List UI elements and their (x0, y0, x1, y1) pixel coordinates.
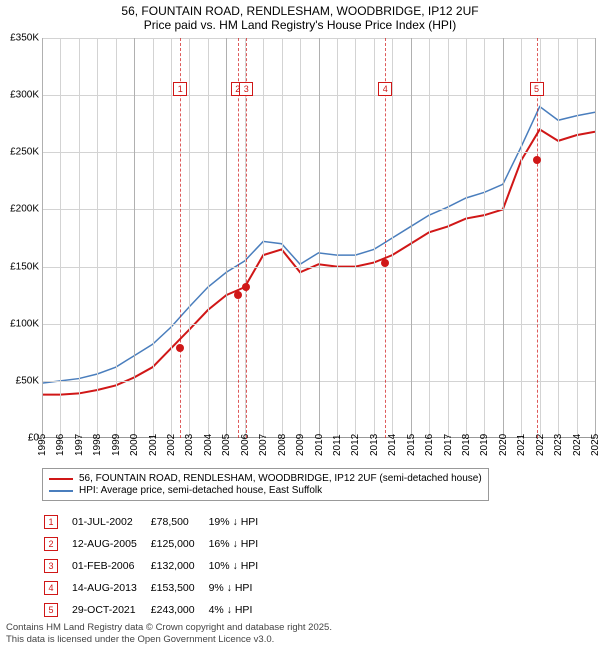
x-axis-label: 2025 (590, 434, 600, 456)
x-axis-label: 1999 (111, 434, 122, 456)
sale-price: £243,000 (151, 600, 207, 620)
x-axis-label: 2001 (148, 434, 159, 456)
sale-date: 01-FEB-2006 (72, 556, 149, 576)
x-axis-label: 2012 (350, 434, 361, 456)
sale-diff: 4% ↓ HPI (209, 600, 271, 620)
sale-marker (533, 156, 541, 164)
sale-marker (234, 291, 242, 299)
x-axis-label: 2024 (572, 434, 583, 456)
legend-swatch-blue (49, 490, 73, 492)
legend: 56, FOUNTAIN ROAD, RENDLESHAM, WOODBRIDG… (42, 468, 489, 501)
sale-price: £125,000 (151, 534, 207, 554)
sales-row: 3 01-FEB-2006£132,00010% ↓ HPI (44, 556, 270, 576)
x-axis-label: 1995 (37, 434, 48, 456)
y-axis-label: £100K (2, 318, 42, 329)
sales-row: 2 12-AUG-2005£125,00016% ↓ HPI (44, 534, 270, 554)
y-axis-label: £150K (2, 261, 42, 272)
x-axis-label: 2008 (277, 434, 288, 456)
sale-marker (176, 344, 184, 352)
x-axis-label: 2000 (129, 434, 140, 456)
sale-tag: 3 (44, 559, 58, 573)
sale-price: £78,500 (151, 512, 207, 532)
y-axis-label: £300K (2, 90, 42, 101)
x-axis-label: 2011 (332, 434, 343, 456)
x-axis-label: 2007 (258, 434, 269, 456)
x-axis-label: 2009 (295, 434, 306, 456)
sale-diff: 19% ↓ HPI (209, 512, 271, 532)
x-axis-label: 2018 (461, 434, 472, 456)
sale-date: 12-AUG-2005 (72, 534, 149, 554)
chart-title-2: Price paid vs. HM Land Registry's House … (0, 18, 600, 36)
sale-tag: 4 (44, 581, 58, 595)
event-tag: 5 (530, 82, 544, 96)
legend-swatch-red (49, 478, 73, 480)
x-axis-label: 2004 (203, 434, 214, 456)
event-tag: 4 (378, 82, 392, 96)
y-axis-label: £0 (2, 433, 42, 444)
sale-diff: 16% ↓ HPI (209, 534, 271, 554)
sale-tag: 5 (44, 603, 58, 617)
x-axis-label: 2020 (498, 434, 509, 456)
sale-date: 29-OCT-2021 (72, 600, 149, 620)
x-axis-label: 2019 (479, 434, 490, 456)
legend-label-red: 56, FOUNTAIN ROAD, RENDLESHAM, WOODBRIDG… (79, 473, 482, 484)
x-axis-label: 1997 (74, 434, 85, 456)
sale-marker (242, 283, 250, 291)
sales-row: 5 29-OCT-2021£243,0004% ↓ HPI (44, 600, 270, 620)
x-axis-label: 2021 (516, 434, 527, 456)
x-axis-label: 2010 (314, 434, 325, 456)
sale-date: 01-JUL-2002 (72, 512, 149, 532)
sale-tag: 2 (44, 537, 58, 551)
x-axis-label: 2023 (553, 434, 564, 456)
sale-tag: 1 (44, 515, 58, 529)
sale-price: £132,000 (151, 556, 207, 576)
x-axis-label: 2002 (166, 434, 177, 456)
footer-2: This data is licensed under the Open Gov… (6, 634, 274, 645)
x-axis-label: 1996 (55, 434, 66, 456)
event-tag: 3 (239, 82, 253, 96)
x-axis-label: 2017 (443, 434, 454, 456)
sales-row: 1 01-JUL-2002£78,50019% ↓ HPI (44, 512, 270, 532)
y-axis-label: £350K (2, 33, 42, 44)
x-axis-label: 2005 (221, 434, 232, 456)
sale-diff: 10% ↓ HPI (209, 556, 271, 576)
sales-row: 4 14-AUG-2013£153,5009% ↓ HPI (44, 578, 270, 598)
x-axis-label: 2015 (406, 434, 417, 456)
y-axis-label: £250K (2, 147, 42, 158)
x-axis-label: 2003 (184, 434, 195, 456)
chart-title-1: 56, FOUNTAIN ROAD, RENDLESHAM, WOODBRIDG… (0, 0, 600, 18)
chart-area: £0£50K£100K£150K£200K£250K£300K£350K1995… (42, 38, 595, 438)
sale-diff: 9% ↓ HPI (209, 578, 271, 598)
event-tag: 1 (173, 82, 187, 96)
footer-1: Contains HM Land Registry data © Crown c… (6, 622, 332, 633)
x-axis-label: 2014 (387, 434, 398, 456)
y-axis-label: £200K (2, 204, 42, 215)
x-axis-label: 2016 (424, 434, 435, 456)
sale-date: 14-AUG-2013 (72, 578, 149, 598)
sales-table: 1 01-JUL-2002£78,50019% ↓ HPI 2 12-AUG-2005… (42, 510, 272, 622)
sale-price: £153,500 (151, 578, 207, 598)
x-axis-label: 1998 (92, 434, 103, 456)
sale-marker (381, 259, 389, 267)
x-axis-label: 2013 (369, 434, 380, 456)
y-axis-label: £50K (2, 375, 42, 386)
footer: Contains HM Land Registry data © Crown c… (6, 622, 332, 646)
legend-label-blue: HPI: Average price, semi-detached house,… (79, 485, 322, 496)
